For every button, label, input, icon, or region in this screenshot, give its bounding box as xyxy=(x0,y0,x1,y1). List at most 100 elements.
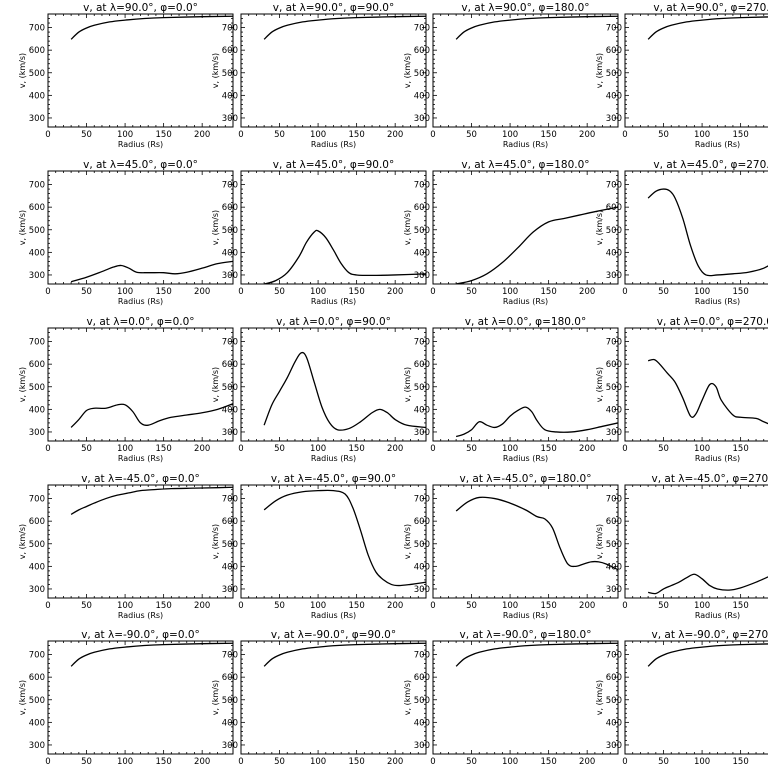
y-tick-label: 600 xyxy=(414,517,430,527)
velocity-curve xyxy=(647,188,768,277)
y-axis-label: v, (km/s) xyxy=(211,53,220,88)
velocity-curve xyxy=(455,642,618,667)
plot-frame xyxy=(47,327,234,442)
y-tick-label: 500 xyxy=(414,383,430,393)
x-tick-label: 0 xyxy=(45,757,50,767)
x-tick-label: 150 xyxy=(156,287,172,297)
x-tick-label: 0 xyxy=(45,601,50,611)
y-axis-label: v, (km/s) xyxy=(18,367,27,402)
y-tick-label: 700 xyxy=(414,24,430,34)
x-tick-label: 150 xyxy=(349,757,365,767)
x-tick-label: 100 xyxy=(502,130,518,140)
x-tick-label: 50 xyxy=(466,601,477,611)
x-tick-label: 100 xyxy=(310,601,326,611)
x-tick-label: 150 xyxy=(541,130,557,140)
x-tick-label: 100 xyxy=(502,601,518,611)
panel-4-2: v, at λ=-45.0°, φ=90.0° 0 50 100 150 200 300 40… xyxy=(211,473,427,620)
x-tick-label: 100 xyxy=(310,130,326,140)
x-tick-label: 100 xyxy=(117,444,133,454)
y-tick-label: 600 xyxy=(222,203,238,213)
x-tick-label: 100 xyxy=(694,757,710,767)
x-tick-label: 50 xyxy=(81,287,92,297)
x-tick-label: 150 xyxy=(349,287,365,297)
x-tick-label: 50 xyxy=(81,601,92,611)
panel-2-1: v, at λ=45.0°, φ=0.0° 0 50 100 150 200 300 400 5… xyxy=(18,159,234,306)
plot-frame xyxy=(432,327,619,442)
x-tick-label: 0 xyxy=(45,130,50,140)
panel-1-4: v, at λ=90.0°, φ=270.0°05010015020030040… xyxy=(595,2,768,149)
x-axis-label: Radius (Rs) xyxy=(695,454,740,463)
velocity-curve xyxy=(455,496,618,571)
y-tick-label: 300 xyxy=(222,741,238,751)
x-tick-label: 0 xyxy=(430,757,435,767)
x-tick-label: 150 xyxy=(349,130,365,140)
y-tick-label: 500 xyxy=(606,383,622,393)
x-tick-label: 50 xyxy=(274,444,285,454)
plot-frame xyxy=(624,13,768,128)
panel-title: v, at λ=45.0°, φ=0.0° xyxy=(83,159,198,171)
x-tick-label: 200 xyxy=(387,601,403,611)
velocity-curve xyxy=(647,573,768,595)
x-tick-label: 0 xyxy=(622,444,627,454)
panel-title: v, at λ=0.0°, φ=270.0° xyxy=(657,316,768,328)
plot-frame xyxy=(432,13,619,128)
y-tick-label: 400 xyxy=(414,405,430,415)
x-tick-label: 100 xyxy=(694,444,710,454)
y-axis-label: v, (km/s) xyxy=(403,367,412,402)
panel-4-3: v, at λ=-45.0°, φ=180.0° 0 50 100 150 200 300 4… xyxy=(403,473,619,620)
y-axis-label: v, (km/s) xyxy=(403,210,412,245)
plot-frame xyxy=(432,170,619,285)
x-tick-label: 0 xyxy=(430,130,435,140)
x-tick-label: 50 xyxy=(466,757,477,767)
y-tick-label: 300 xyxy=(222,428,238,438)
y-axis-label: v, (km/s) xyxy=(403,53,412,88)
y-axis-label: v, (km/s) xyxy=(18,524,27,559)
panel-title: v, at λ=-90.0°, φ=270.0° xyxy=(652,629,768,641)
y-axis-label: v, (km/s) xyxy=(18,680,27,715)
plot-frame xyxy=(240,170,427,285)
x-tick-label: 150 xyxy=(156,757,172,767)
x-tick-label: 50 xyxy=(466,444,477,454)
y-tick-label: 400 xyxy=(606,562,622,572)
y-tick-label: 600 xyxy=(29,360,45,370)
y-tick-label: 300 xyxy=(29,114,45,124)
x-tick-label: 200 xyxy=(387,287,403,297)
x-tick-label: 150 xyxy=(733,601,749,611)
y-tick-label: 700 xyxy=(222,24,238,34)
y-tick-label: 300 xyxy=(606,271,622,281)
y-tick-label: 600 xyxy=(29,46,45,56)
x-tick-label: 100 xyxy=(117,130,133,140)
x-axis-label: Radius (Rs) xyxy=(311,611,356,620)
panel-title: v, at λ=90.0°, φ=270.0° xyxy=(653,2,768,14)
velocity-curve xyxy=(263,642,426,667)
velocity-curve xyxy=(455,15,618,40)
x-tick-label: 50 xyxy=(658,601,669,611)
x-tick-label: 150 xyxy=(733,444,749,454)
x-tick-label: 50 xyxy=(274,287,285,297)
y-tick-label: 700 xyxy=(29,181,45,191)
y-tick-label: 400 xyxy=(29,405,45,415)
x-tick-label: 50 xyxy=(658,287,669,297)
y-tick-label: 700 xyxy=(606,24,622,34)
plot-frame xyxy=(240,13,427,128)
y-tick-label: 500 xyxy=(414,226,430,236)
panel-title: v, at λ=-45.0°, φ=270.0° xyxy=(652,473,768,485)
plot-frame xyxy=(47,13,234,128)
y-tick-label: 500 xyxy=(222,696,238,706)
panel-title: v, at λ=-90.0°, φ=90.0° xyxy=(271,629,396,641)
y-tick-label: 300 xyxy=(29,428,45,438)
y-axis-label: v, (km/s) xyxy=(595,524,604,559)
y-tick-label: 600 xyxy=(606,517,622,527)
velocity-curve xyxy=(70,486,233,515)
plot-frame xyxy=(432,484,619,599)
x-tick-label: 0 xyxy=(622,287,627,297)
y-tick-label: 500 xyxy=(414,540,430,550)
x-tick-label: 200 xyxy=(579,444,595,454)
y-tick-label: 600 xyxy=(606,203,622,213)
panel-title: v, at λ=45.0°, φ=270.0° xyxy=(653,159,768,171)
x-tick-label: 50 xyxy=(81,757,92,767)
panel-title: v, at λ=-45.0°, φ=180.0° xyxy=(460,473,592,485)
x-tick-label: 200 xyxy=(387,444,403,454)
x-tick-label: 50 xyxy=(658,444,669,454)
x-tick-label: 200 xyxy=(387,130,403,140)
